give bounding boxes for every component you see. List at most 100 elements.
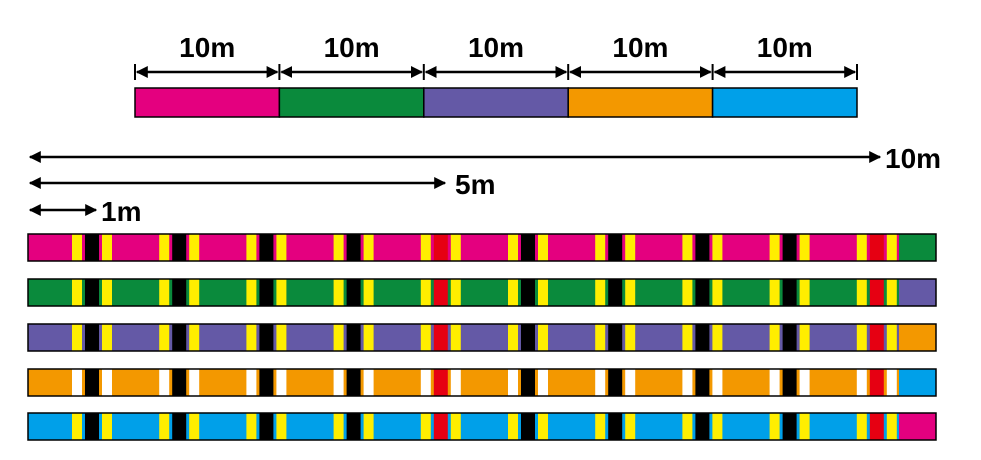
marker-side xyxy=(189,369,200,396)
marker-side xyxy=(450,413,461,440)
color-segment xyxy=(134,87,281,118)
marker-side xyxy=(595,369,606,396)
marker-center xyxy=(782,324,797,351)
next-color xyxy=(899,324,936,351)
marker-center xyxy=(85,413,99,440)
marker-center xyxy=(433,413,448,440)
marker-side xyxy=(682,279,693,306)
marker-side xyxy=(538,279,548,306)
marker-side xyxy=(333,234,344,261)
marker-side xyxy=(769,234,780,261)
marker-center xyxy=(433,234,448,261)
marker-side xyxy=(159,324,170,351)
marker-center xyxy=(346,234,361,261)
segment-label: 10m xyxy=(757,32,813,63)
marker-side xyxy=(72,279,82,306)
strip-outline xyxy=(27,323,937,352)
marker-center xyxy=(869,279,884,306)
segment-label: 10m xyxy=(324,32,380,63)
marker-center xyxy=(695,279,710,306)
marker-side xyxy=(189,324,200,351)
next-color xyxy=(899,279,936,306)
marker-side xyxy=(72,413,82,440)
length-label: 1m xyxy=(101,196,141,227)
marker-side xyxy=(72,369,82,396)
marker-side xyxy=(508,279,518,306)
marker-side xyxy=(363,279,374,306)
strip-outline xyxy=(27,412,937,441)
marker-side xyxy=(363,413,374,440)
marker-side xyxy=(420,413,431,440)
marker-center xyxy=(259,369,274,396)
marker-center xyxy=(521,279,535,306)
marker-side xyxy=(450,279,461,306)
marker-center xyxy=(172,413,187,440)
marker-side xyxy=(856,279,867,306)
line-strips xyxy=(27,233,937,441)
length-scale: 10m 5m 1m xyxy=(28,143,941,227)
marker-side xyxy=(769,324,780,351)
marker-side xyxy=(333,279,344,306)
color-segment xyxy=(278,87,425,118)
marker-center xyxy=(521,369,535,396)
marker-center xyxy=(608,234,623,261)
color-segment xyxy=(567,87,714,118)
marker-side xyxy=(595,279,606,306)
marker-side xyxy=(102,324,112,351)
marker-center xyxy=(259,413,274,440)
marker-side xyxy=(420,369,431,396)
marker-side xyxy=(246,234,257,261)
marker-side xyxy=(799,234,810,261)
marker-center xyxy=(695,413,710,440)
marker-center xyxy=(346,413,361,440)
marker-side xyxy=(712,279,723,306)
marker-center xyxy=(172,369,187,396)
marker-side xyxy=(856,234,867,261)
marker-side xyxy=(625,279,636,306)
marker-side xyxy=(682,324,693,351)
marker-center xyxy=(869,234,884,261)
length-label: 10m xyxy=(885,143,941,174)
marker-side xyxy=(538,369,548,396)
strip-outline xyxy=(27,368,937,397)
marker-side xyxy=(886,324,897,351)
marker-side xyxy=(189,413,200,440)
marker-side xyxy=(450,324,461,351)
marker-side xyxy=(363,369,374,396)
marker-center xyxy=(695,234,710,261)
marker-side xyxy=(72,324,82,351)
marker-center xyxy=(782,413,797,440)
marker-side xyxy=(769,279,780,306)
marker-center xyxy=(346,369,361,396)
marker-side xyxy=(102,234,112,261)
marker-side xyxy=(246,279,257,306)
marker-center xyxy=(85,279,99,306)
marker-side xyxy=(276,234,287,261)
marker-center xyxy=(521,234,535,261)
marker-side xyxy=(886,369,897,396)
marker-center xyxy=(433,324,448,351)
marker-side xyxy=(799,413,810,440)
marker-side xyxy=(246,324,257,351)
marker-side xyxy=(333,413,344,440)
marker-center xyxy=(259,234,274,261)
marker-side xyxy=(333,369,344,396)
marker-side xyxy=(595,324,606,351)
marker-side xyxy=(886,234,897,261)
marker-side xyxy=(420,324,431,351)
marker-center xyxy=(695,369,710,396)
next-color xyxy=(899,369,936,396)
marker-side xyxy=(102,369,112,396)
marker-side xyxy=(856,369,867,396)
marker-center xyxy=(869,324,884,351)
marker-side xyxy=(450,369,461,396)
marker-side xyxy=(712,413,723,440)
marker-center xyxy=(869,369,884,396)
segment-label: 10m xyxy=(468,32,524,63)
marker-side xyxy=(246,369,257,396)
marker-side xyxy=(595,413,606,440)
marker-side xyxy=(799,279,810,306)
marker-side xyxy=(799,369,810,396)
marker-center xyxy=(608,369,623,396)
